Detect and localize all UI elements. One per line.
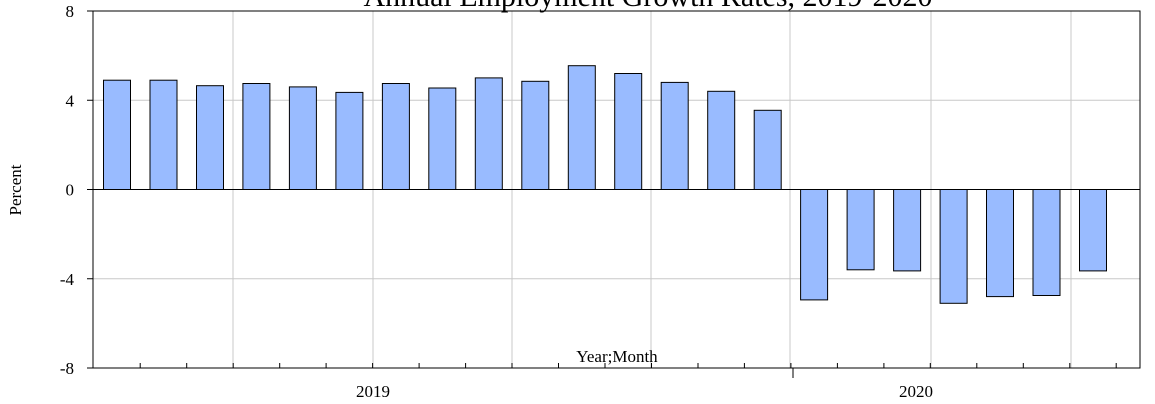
- x-year-labels: 2019 2020: [356, 382, 933, 401]
- bar: [567, 65, 596, 190]
- y-tick-label: 0: [66, 181, 75, 200]
- y-tick-label: -8: [60, 359, 74, 378]
- bar: [753, 109, 782, 190]
- bar: [474, 77, 503, 190]
- bar: [1032, 189, 1061, 296]
- bar: [1079, 189, 1107, 272]
- bar: [800, 189, 829, 301]
- bar: [149, 79, 178, 190]
- y-tick-label: 4: [66, 91, 75, 110]
- y-tick-label: -4: [60, 270, 75, 289]
- y-tick-labels: -8 -4 0 4 8: [60, 2, 75, 378]
- x-year-label: 2019: [356, 382, 390, 401]
- axis-ticks: [87, 10, 1117, 378]
- bar: [242, 83, 271, 190]
- bars: [103, 65, 1107, 304]
- bar: [986, 189, 1014, 298]
- y-tick-label: 8: [66, 2, 75, 21]
- bar: [103, 79, 131, 190]
- bar: [707, 90, 736, 190]
- x-year-label: 2020: [899, 382, 933, 401]
- x-axis-label: Year;Month: [576, 347, 658, 366]
- bar: [893, 189, 922, 272]
- bar: [428, 87, 457, 190]
- bar: [288, 86, 317, 190]
- chart-title: Annual Employment Growth Rates, 2019-202…: [363, 0, 932, 13]
- bar: [196, 85, 224, 190]
- y-axis-label: Percent: [6, 164, 25, 215]
- bar: [846, 189, 875, 271]
- bar: [335, 91, 364, 190]
- bar: [521, 80, 550, 190]
- bar: [939, 189, 968, 304]
- bar: [660, 81, 689, 190]
- bar: [614, 73, 643, 190]
- bar: [381, 83, 410, 190]
